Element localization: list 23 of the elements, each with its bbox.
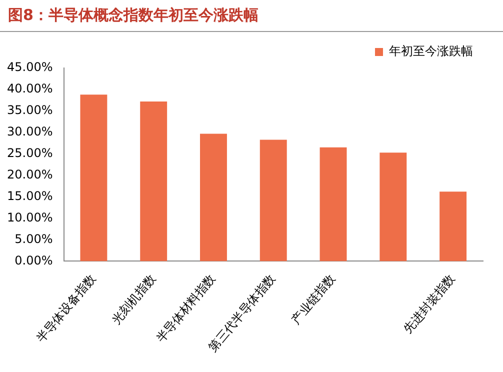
x-tick-label: 半导体设备指数 — [34, 272, 98, 346]
y-tick-label: 45.00% — [6, 60, 53, 74]
bar — [80, 94, 108, 262]
bar — [260, 140, 287, 262]
y-tick-label: 35.00% — [6, 103, 53, 118]
x-tick-label: 先进封装指数 — [400, 272, 458, 336]
x-tick-label: 产业链指数 — [288, 272, 338, 327]
chart-title: 图8：半导体概念指数年初至今涨跌幅 — [0, 0, 503, 32]
y-tick-label: 0.00% — [14, 253, 53, 268]
bar — [140, 101, 168, 262]
bar — [380, 152, 407, 262]
y-tick-label: 5.00% — [14, 232, 53, 246]
y-tick-label: 30.00% — [6, 124, 53, 139]
y-tick-label: 25.00% — [6, 146, 53, 160]
y-tick-label: 40.00% — [6, 82, 53, 96]
y-tick-label: 15.00% — [6, 188, 53, 203]
bar — [440, 192, 467, 262]
y-tick-label: 20.00% — [6, 167, 53, 182]
y-tick-label: 10.00% — [6, 210, 53, 224]
bar — [320, 147, 347, 262]
bar — [200, 134, 227, 262]
x-tick-label: 光刻机指数 — [108, 272, 158, 327]
legend-label: 年初至今涨跌幅 — [389, 44, 473, 58]
